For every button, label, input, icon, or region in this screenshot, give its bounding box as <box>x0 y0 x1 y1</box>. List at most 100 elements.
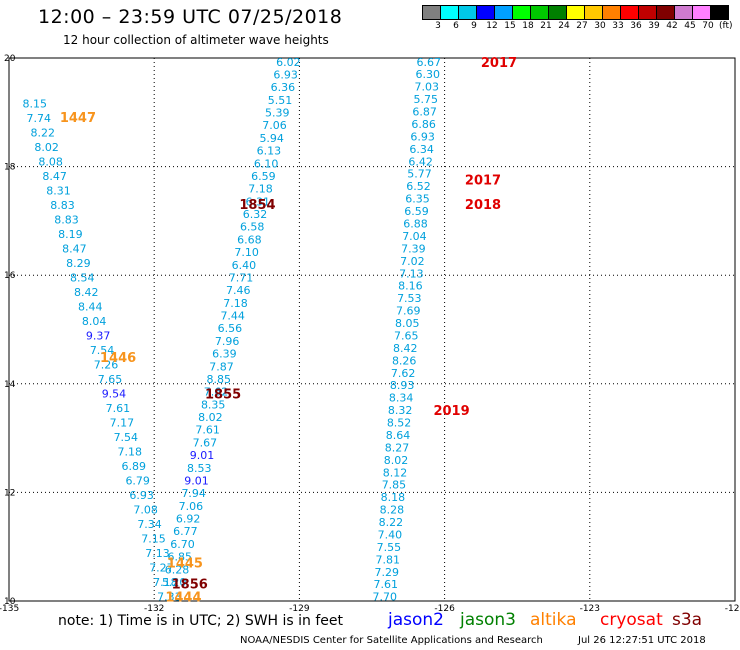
x-tick-label: -120 <box>725 604 740 614</box>
swh-value: 8.32 <box>388 404 413 417</box>
swh-value: 8.12 <box>383 466 408 479</box>
swh-value: 9.01 <box>190 449 215 462</box>
map-frame <box>8 57 736 602</box>
pass-time-label: 2019 <box>433 404 469 419</box>
swh-value: 8.28 <box>380 504 405 517</box>
swh-value: 7.61 <box>374 578 399 591</box>
x-tick-label: -132 <box>144 604 164 614</box>
swh-value: 7.65 <box>98 373 123 386</box>
color-scale-label: 6 <box>453 21 459 31</box>
swh-value: 6.34 <box>409 143 434 156</box>
satellite-legend-jason2: jason2 <box>388 610 444 630</box>
color-scale-label: 21 <box>540 21 552 31</box>
satellite-legend-cryosat: cryosat <box>600 610 663 630</box>
swh-value: 7.55 <box>377 541 402 554</box>
swh-value: 8.05 <box>395 317 420 330</box>
swh-value: 7.03 <box>414 81 439 94</box>
swh-value: 8.15 <box>23 98 48 111</box>
chart-subtitle: 12 hour collection of altimeter wave hei… <box>63 33 329 47</box>
swh-value: 7.65 <box>394 329 419 342</box>
color-scale-label: 12 <box>486 21 498 31</box>
swh-value: 5.94 <box>259 132 284 145</box>
swh-value: 7.26 <box>94 359 119 372</box>
swh-value: 7.06 <box>179 500 204 513</box>
pass-time-label: 2017 <box>465 174 501 189</box>
swh-value: 7.85 <box>382 479 407 492</box>
swh-value: 8.16 <box>398 280 423 293</box>
swh-value: 8.44 <box>78 301 103 314</box>
swh-value: 7.27 <box>149 562 174 575</box>
swh-value: 8.64 <box>386 429 411 442</box>
y-tick-label: 18 <box>4 163 16 173</box>
color-scale-label: 18 <box>522 21 534 31</box>
swh-value: 8.31 <box>46 185 71 198</box>
swh-value: 7.94 <box>181 487 206 500</box>
chart-title: 12:00 – 23:59 UTC 07/25/2018 <box>38 6 343 28</box>
swh-value: 6.59 <box>251 170 275 183</box>
swh-value: 8.02 <box>384 454 409 467</box>
swh-value: 8.52 <box>387 417 412 430</box>
swh-value: 8.42 <box>393 342 418 355</box>
swh-value: 7.18 <box>248 183 272 196</box>
swh-value: 7.54 <box>90 344 115 357</box>
swh-value: 9.01 <box>184 474 209 487</box>
swh-value: 6.79 <box>125 475 150 488</box>
swh-value: 7.06 <box>262 119 287 132</box>
swh-value: 8.02 <box>34 141 59 154</box>
satellite-legend-altika: altika <box>530 610 577 630</box>
footer-note: note: 1) Time is in UTC; 2) SWH is in fe… <box>58 613 344 629</box>
swh-value: 6.30 <box>416 68 441 81</box>
swh-value: 7.18 <box>118 446 142 459</box>
swh-value: 7.46 <box>226 284 251 297</box>
swh-value: 8.53 <box>187 462 212 475</box>
swh-value: 6.40 <box>232 259 257 272</box>
swh-value: 7.17 <box>110 417 134 430</box>
swh-value: 8.22 <box>379 516 404 529</box>
swh-value: 7.61 <box>106 402 131 415</box>
pass-time-label: 1444 <box>165 591 201 606</box>
pass-time-label: 1445 <box>167 556 203 571</box>
swh-value: 7.13 <box>145 547 170 560</box>
color-scale-label: 36 <box>630 21 642 31</box>
pass-time-label: 1854 <box>239 198 275 213</box>
swh-value: 8.93 <box>390 379 415 392</box>
swh-value: 7.34 <box>137 518 162 531</box>
swh-value: 8.47 <box>42 170 67 183</box>
swh-value: 6.68 <box>237 233 261 246</box>
swh-value: 7.02 <box>400 255 425 268</box>
swh-value: 7.29 <box>375 566 400 579</box>
swh-value: 7.15 <box>141 533 166 546</box>
swh-value: 8.83 <box>54 214 78 227</box>
swh-value: 6.42 <box>408 155 433 168</box>
swh-value: 7.69 <box>396 305 421 318</box>
swh-value: 8.29 <box>66 257 91 270</box>
swh-value: 8.42 <box>74 286 99 299</box>
x-tick-label: -123 <box>580 604 600 614</box>
color-scale-label: 3 <box>435 21 441 31</box>
swh-value: 7.40 <box>378 528 403 541</box>
color-scale-bar <box>422 5 729 20</box>
swh-value: 7.44 <box>220 310 245 323</box>
color-scale-label: 27 <box>576 21 588 31</box>
color-scale-swatch <box>710 5 729 20</box>
swh-value: 7.74 <box>27 112 52 125</box>
pass-time-label: 1856 <box>172 578 208 593</box>
swh-value: 8.54 <box>70 272 95 285</box>
swh-value: 5.39 <box>265 107 290 120</box>
pass-time-label: 2017 <box>481 56 517 71</box>
satellite-legend-jason3: jason3 <box>460 610 516 630</box>
y-tick-label: 16 <box>4 271 16 281</box>
swh-value: 6.70 <box>170 538 195 551</box>
swh-value: 9.37 <box>86 330 111 343</box>
swh-value: 6.67 <box>417 56 442 69</box>
pass-time-label: 1855 <box>205 388 241 403</box>
swh-value: 6.93 <box>129 489 154 502</box>
swh-value: 6.85 <box>168 551 193 564</box>
swh-value: 5.51 <box>268 94 293 107</box>
swh-value: 7.54 <box>114 431 139 444</box>
swh-value: 7.67 <box>193 436 218 449</box>
swh-value: 8.02 <box>198 411 223 424</box>
swh-value: 6.59 <box>404 205 429 218</box>
y-tick-label: 12 <box>4 488 15 498</box>
swh-value: 8.47 <box>62 243 86 256</box>
